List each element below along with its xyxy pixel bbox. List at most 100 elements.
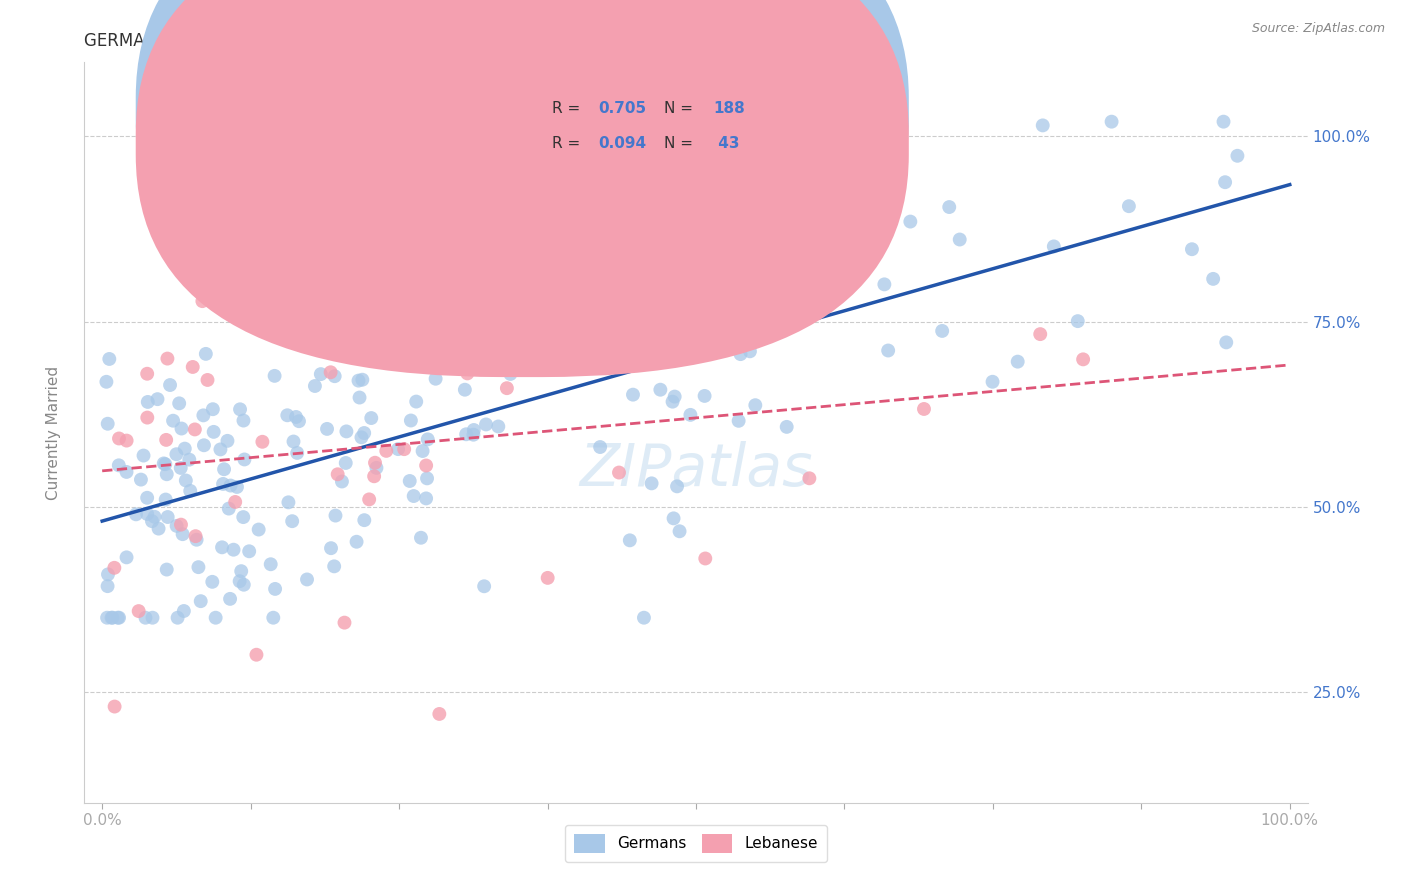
Point (494, 285, 516, 299)
Point (727, 414, 749, 428)
Point (619, 533, 641, 548)
Point (346, 534, 368, 549)
Point (614, 260, 637, 274)
Point (375, 443, 398, 458)
Point (499, 367, 522, 381)
Point (165, 447, 187, 461)
Point (219, 478, 242, 492)
Point (392, 442, 415, 457)
Point (96, 611, 118, 625)
Point (232, 413, 254, 427)
Point (465, 279, 488, 293)
Point (763, 216, 786, 230)
Point (491, 288, 513, 302)
Point (238, 544, 260, 558)
Point (730, 347, 752, 361)
Point (166, 611, 188, 625)
Point (612, 331, 634, 345)
Text: 0.094: 0.094 (598, 136, 647, 152)
Point (661, 394, 683, 409)
Y-axis label: Currently Married: Currently Married (46, 366, 60, 500)
Text: N =: N = (664, 136, 693, 152)
Point (97, 579, 120, 593)
Point (648, 275, 671, 289)
Point (679, 408, 702, 422)
Point (415, 491, 437, 506)
Point (398, 474, 420, 488)
Point (276, 293, 298, 307)
Point (586, 274, 609, 288)
Point (1215, 335, 1237, 350)
Point (264, 243, 287, 257)
Point (125, 508, 148, 522)
Point (238, 262, 260, 277)
Point (938, 200, 960, 214)
Point (335, 456, 357, 470)
Point (1071, 352, 1094, 367)
Point (170, 461, 193, 475)
Point (644, 310, 666, 325)
Point (828, 164, 851, 178)
Point (643, 262, 665, 277)
Point (415, 458, 437, 473)
Text: N =: N = (664, 101, 693, 116)
Point (427, 706, 450, 721)
Point (949, 233, 972, 247)
Point (640, 476, 662, 491)
Point (1029, 327, 1052, 342)
Point (571, 257, 593, 271)
Point (132, 449, 155, 463)
Point (1043, 239, 1066, 253)
Text: R =: R = (551, 101, 579, 116)
Point (744, 398, 766, 412)
Point (456, 427, 478, 442)
Point (104, 699, 127, 714)
Point (361, 337, 384, 351)
Point (370, 265, 392, 279)
Point (107, 458, 129, 473)
Point (1032, 119, 1054, 133)
Point (1101, 114, 1123, 128)
Point (141, 611, 163, 625)
Point (1007, 354, 1029, 368)
Text: 188: 188 (713, 101, 745, 116)
Point (416, 471, 439, 485)
Point (115, 465, 138, 479)
Point (285, 446, 308, 460)
Point (141, 514, 163, 528)
Point (232, 510, 254, 524)
Point (186, 533, 208, 547)
Point (347, 374, 370, 388)
Point (496, 381, 519, 395)
Point (152, 457, 174, 471)
Point (1202, 272, 1225, 286)
Point (146, 392, 169, 406)
Point (277, 495, 299, 509)
Point (96, 375, 118, 389)
Point (276, 409, 298, 423)
Point (576, 280, 599, 294)
Point (349, 391, 371, 405)
Point (155, 457, 177, 471)
Point (115, 550, 138, 565)
Point (232, 578, 254, 592)
Point (155, 433, 177, 447)
Point (155, 492, 177, 507)
Point (107, 611, 129, 625)
Point (285, 409, 308, 424)
Point (1226, 149, 1249, 163)
Point (156, 510, 179, 524)
Point (359, 492, 381, 507)
Text: R =: R = (551, 136, 579, 152)
Text: Source: ZipAtlas.com: Source: ZipAtlas.com (1251, 22, 1385, 36)
Point (219, 591, 242, 606)
Point (463, 423, 485, 437)
Text: ZIPatlas: ZIPatlas (579, 442, 813, 498)
Point (912, 401, 935, 416)
Point (194, 347, 217, 361)
Point (167, 396, 190, 410)
Point (654, 298, 676, 312)
Point (101, 611, 124, 625)
Point (1181, 242, 1204, 256)
Point (97, 417, 120, 431)
